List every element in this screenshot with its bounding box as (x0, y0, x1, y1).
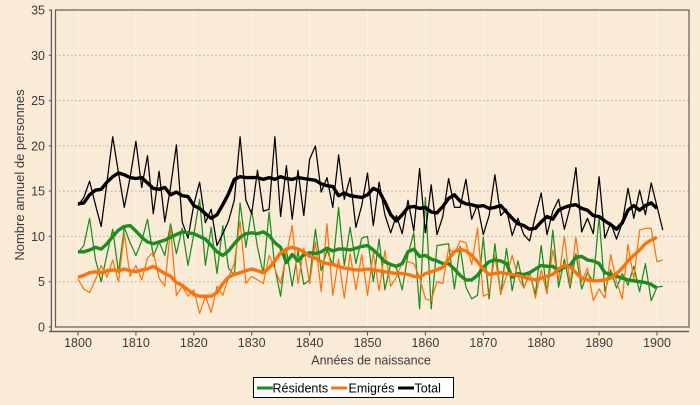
svg-text:1830: 1830 (238, 336, 266, 350)
svg-text:15: 15 (31, 185, 45, 199)
svg-text:5: 5 (38, 275, 45, 289)
svg-text:Résidents: Résidents (273, 382, 329, 396)
svg-text:1870: 1870 (469, 336, 497, 350)
svg-text:Nombre annuel de personnes: Nombre annuel de personnes (12, 89, 27, 261)
svg-text:1840: 1840 (296, 336, 324, 350)
svg-text:1900: 1900 (643, 336, 671, 350)
svg-text:0: 0 (38, 321, 45, 335)
svg-text:1810: 1810 (122, 336, 150, 350)
svg-text:30: 30 (31, 49, 45, 63)
svg-text:1850: 1850 (354, 336, 382, 350)
svg-text:35: 35 (31, 4, 45, 18)
svg-text:1820: 1820 (180, 336, 208, 350)
svg-text:25: 25 (31, 94, 45, 108)
svg-text:Années de naissance: Années de naissance (311, 354, 431, 368)
svg-text:1880: 1880 (527, 336, 555, 350)
svg-text:Total: Total (415, 382, 441, 396)
svg-text:1890: 1890 (585, 336, 613, 350)
svg-text:1860: 1860 (411, 336, 439, 350)
svg-text:20: 20 (31, 139, 45, 153)
svg-text:Emigrés: Emigrés (349, 382, 395, 396)
svg-text:1800: 1800 (64, 336, 92, 350)
svg-text:10: 10 (31, 230, 45, 244)
